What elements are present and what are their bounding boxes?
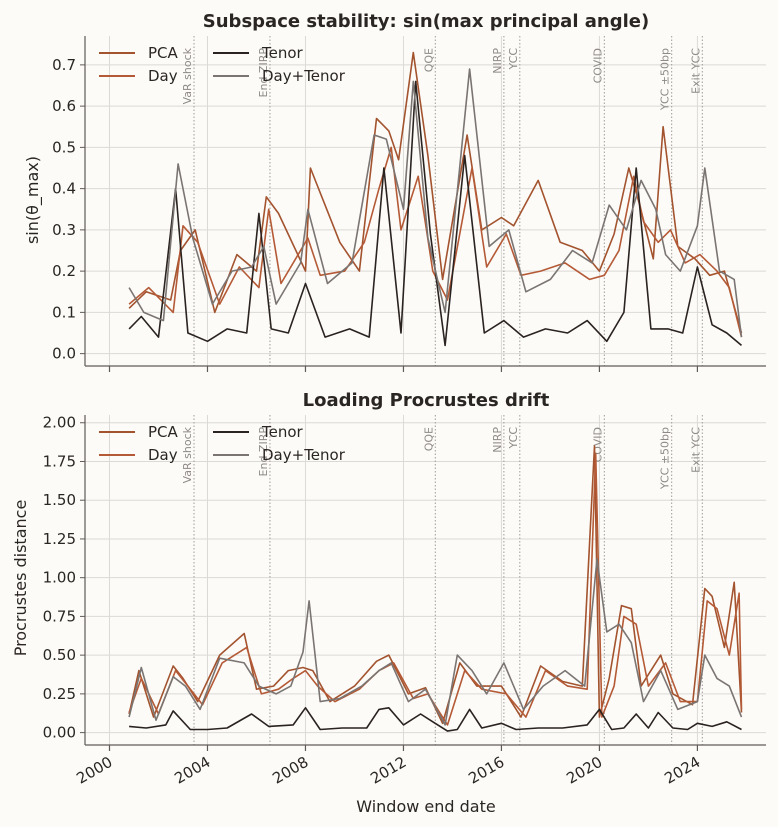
y-tick-label: 1.50	[43, 491, 76, 509]
legend-label: PCA	[148, 44, 179, 62]
event-label: End ZIRP	[257, 427, 270, 477]
legend-entry-day: Day	[99, 446, 178, 464]
event-label: End ZIRP	[257, 48, 270, 98]
event-label: QQE	[422, 427, 435, 451]
legend-label: Tenor	[261, 423, 304, 441]
event-label: YCC ±50bp	[659, 48, 672, 111]
series-lines	[128, 445, 743, 732]
axes	[84, 415, 766, 746]
y-axis-label: Procrustes distance	[11, 500, 30, 657]
x-axis-label: Window end date	[356, 797, 495, 816]
legend-label: Day	[148, 446, 178, 464]
legend: PCA Day Tenor Day+Tenor	[99, 423, 346, 464]
legend-label: Day+Tenor	[262, 446, 346, 464]
event-label: Exit YCC	[689, 427, 702, 473]
series-line-day-tenor	[128, 68, 743, 338]
y-tick-label: 1.00	[43, 569, 76, 587]
axes	[84, 36, 766, 367]
event-label: COVID	[591, 48, 604, 83]
legend-label: Day	[148, 67, 178, 85]
y-tick-label: 2.00	[43, 414, 76, 432]
y-tick-label: 0.2	[52, 262, 76, 280]
y-tick-label: 0.00	[43, 724, 76, 742]
series-line-tenor	[129, 706, 742, 732]
series-line-day	[128, 452, 743, 726]
legend-entry-day: Day	[99, 67, 178, 85]
legend-entry-pca: PCA	[99, 423, 179, 441]
subspace-stability-panel: Subspace stability: sin(max principal an…	[23, 11, 766, 372]
event-label: YCC	[507, 48, 520, 71]
legend: PCA Day Tenor Day+Tenor	[99, 44, 346, 85]
series-line-pca	[128, 445, 743, 725]
legend-entry-day-tenor: Day+Tenor	[213, 446, 346, 464]
legend-entry-pca: PCA	[99, 44, 179, 62]
grid	[85, 36, 766, 366]
y-tick-label: 0.25	[43, 685, 76, 703]
panel-title: Loading Procrustes drift	[303, 390, 550, 411]
series-line-tenor	[128, 80, 743, 347]
event-label: VaR shock	[181, 426, 194, 483]
y-tick-label: 0.5	[52, 138, 76, 156]
y-ticks: 0.00 0.25 0.50 0.75 1.00 1.25 1.50 1.75 2.00	[43, 414, 85, 742]
event-label: YCC	[507, 427, 520, 450]
series-line-day-tenor	[128, 558, 743, 726]
event-label: VaR shock	[181, 47, 194, 104]
legend-entry-tenor: Tenor	[213, 423, 304, 441]
legend-label: PCA	[148, 423, 179, 441]
y-tick-label: 0.4	[52, 180, 76, 198]
y-ticks: 0.0 0.1 0.2 0.3 0.4 0.5 0.6 0.7	[52, 56, 85, 363]
legend-entry-day-tenor: Day+Tenor	[213, 67, 346, 85]
series-line-pca	[128, 51, 743, 334]
event-label: Exit YCC	[689, 48, 702, 94]
y-tick-label: 0.6	[52, 97, 76, 115]
y-tick-label: 0.50	[43, 646, 76, 664]
legend-entry-tenor: Tenor	[213, 44, 304, 62]
legend-label: Tenor	[261, 44, 304, 62]
y-tick-label: 1.75	[43, 452, 76, 470]
y-axis-label: sin(θ_max)	[23, 156, 43, 244]
series-lines	[128, 51, 743, 347]
x-ticks	[108, 366, 699, 372]
event-markers: VaR shock End ZIRP QQE NIRP YCC COVID YCC ±50b…	[181, 415, 703, 745]
event-label: NIRP	[491, 427, 504, 453]
panel-title: Subspace stability: sin(max principal an…	[203, 11, 649, 32]
y-tick-label: 1.25	[43, 530, 76, 548]
y-tick-label: 0.0	[52, 345, 76, 363]
series-line-day	[128, 146, 743, 338]
event-label: NIRP	[491, 48, 504, 74]
y-tick-label: 0.75	[43, 607, 76, 625]
event-label: QQE	[422, 48, 435, 72]
legend-label: Day+Tenor	[262, 67, 346, 85]
y-tick-label: 0.7	[52, 56, 76, 74]
y-tick-label: 0.1	[52, 303, 76, 321]
event-label: YCC ±50bp	[659, 427, 672, 490]
y-tick-label: 0.3	[52, 221, 76, 239]
